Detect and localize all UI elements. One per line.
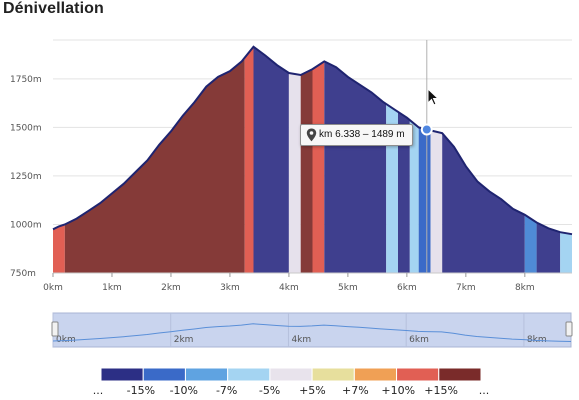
slope-segment [53,224,65,273]
y-tick-label: 1500m [10,123,42,133]
navigator-left-handle[interactable] [51,321,59,337]
slope-segment [288,73,301,273]
x-tick-label: 3km [220,283,240,293]
legend-swatch [269,367,313,382]
slope-segment [536,222,561,273]
navigator-tick-label: 4km [291,335,311,345]
slope-segment [409,120,419,273]
legend-label: -7% [216,384,237,397]
legend-swatch [311,367,355,382]
slope-segment [418,127,431,274]
slope-segment [560,232,572,273]
x-tick-label: 8km [515,283,535,293]
legend-label: -5% [259,384,280,397]
legend-swatch [396,367,440,382]
hover-point [420,123,433,136]
legend-label: ... [479,384,490,397]
range-navigator: 0km 2km 4km 6km 8km [51,312,573,348]
x-tick-label: 4km [279,283,299,293]
legend-swatch [100,367,144,382]
slope-segment [244,46,254,273]
map-pin-icon [306,128,317,142]
navigator-tick-label: 6km [409,335,429,345]
slope-segment [312,61,325,274]
slope-segment [300,69,313,273]
x-axis: 0km 1km 2km 3km 4km 5km 6km 7km 8km [43,273,535,293]
x-tick-label: 5km [338,283,358,293]
legend-swatch [438,367,482,382]
x-tick-label: 6km [397,283,417,293]
chart-title: Dénivellation [3,0,104,17]
slope-segment [430,130,443,273]
slope-segment [253,46,289,273]
legend-label: ... [93,384,104,397]
legend-label: +5% [299,384,326,397]
slope-segment [442,133,525,273]
slope-segment [386,104,398,273]
x-tick-label: 2km [161,283,181,293]
navigator-background [52,312,572,348]
elevation-tooltip: km 6.338 – 1489 m [300,124,413,146]
legend-label: +7% [342,384,369,397]
legend-swatch [353,367,398,382]
y-tick-label: 750m [10,269,36,279]
y-tick-label: 1000m [10,220,42,230]
navigator-tick-label: 0km [56,335,76,345]
slope-segment [524,214,537,273]
navigator-right-handle[interactable] [565,321,573,337]
x-tick-label: 7km [456,283,476,293]
legend-label: -10% [170,384,198,397]
legend-label: -15% [127,384,155,397]
legend-swatch [142,367,186,382]
elevation-area [52,45,573,274]
legend-swatch [227,367,271,382]
tooltip-text: km 6.338 – 1489 m [319,129,405,140]
navigator-tick-label: 2km [174,335,194,345]
slope-segment [324,61,387,274]
y-axis: 750m 1000m 1250m 1500m 1750m [10,75,42,279]
legend-swatch [184,367,229,382]
x-tick-label: 0km [43,283,63,293]
navigator-line [52,323,572,342]
hover-marker [420,40,433,273]
slope-legend: ... -15% -10% -7% -5% +5% +7% +10% +15%... [93,367,490,397]
mouse-cursor-icon [427,88,439,106]
y-tick-label: 1750m [10,75,42,85]
legend-label: +15% [424,384,458,397]
legend-label: +10% [381,384,415,397]
slope-segment [64,57,245,274]
elevation-line [52,45,573,236]
y-tick-label: 1250m [10,172,42,182]
x-tick-label: 1km [102,283,122,293]
slope-segment [398,111,410,273]
